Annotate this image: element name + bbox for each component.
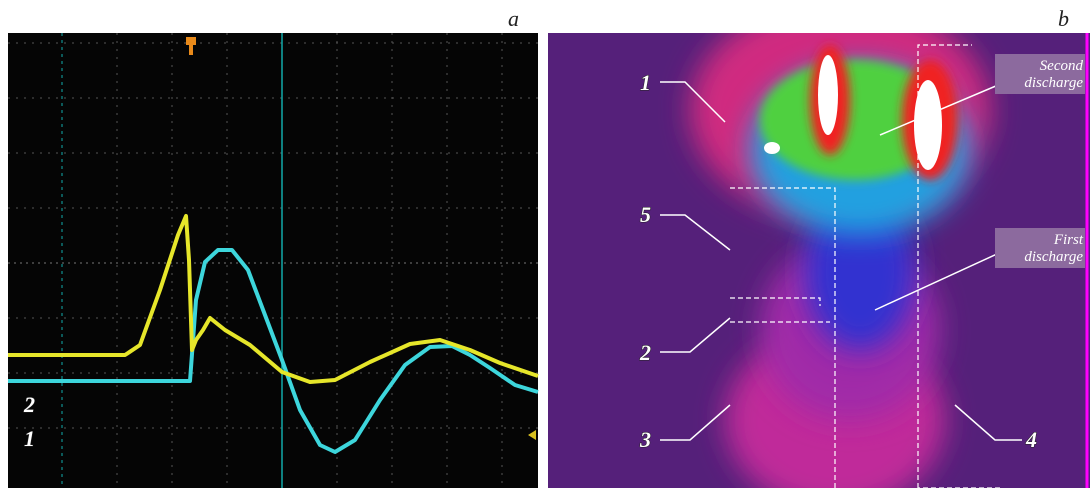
trace-label: 2: [23, 392, 35, 417]
annotation: Second: [1040, 58, 1084, 74]
region-label: 3: [639, 427, 651, 452]
region-label: 1: [640, 70, 651, 95]
region-label: 4: [1025, 427, 1037, 452]
region-label: 5: [640, 202, 651, 227]
panel-label: b: [1058, 6, 1069, 31]
figure: a 1 2 b: [0, 0, 1090, 488]
annotation: discharge: [1024, 75, 1083, 91]
trace-label: 1: [24, 426, 35, 451]
panel-label: a: [508, 6, 519, 31]
region-label: 2: [639, 340, 651, 365]
annotation: First: [1053, 232, 1084, 248]
oscilloscope-screen: [8, 33, 538, 488]
annotation: discharge: [1024, 249, 1083, 265]
